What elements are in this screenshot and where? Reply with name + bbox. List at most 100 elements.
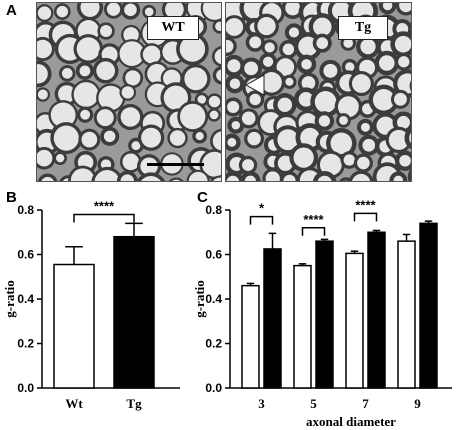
axon-core — [231, 120, 241, 130]
chart-b-significance-0 — [73, 213, 135, 223]
axon-core — [184, 67, 208, 91]
panel-letter-a: A — [6, 2, 17, 19]
axon-core — [121, 86, 134, 99]
chart-b-y-tick-label: 0.4 — [17, 292, 34, 306]
axon-core — [209, 110, 219, 120]
chart-b-category-label: Wt — [65, 396, 83, 411]
arrowhead-marker-icon — [244, 74, 265, 96]
axon-core — [122, 153, 140, 171]
axon-core — [265, 171, 280, 181]
chart-b-y-tick-label: 0.0 — [17, 381, 34, 395]
chart-b-y-tick-label: 0.8 — [17, 203, 34, 217]
axon-core — [378, 55, 395, 71]
chart-c-y-tick-label: 0.0 — [205, 381, 222, 395]
axon-core — [393, 175, 404, 181]
axon-core — [215, 21, 221, 32]
chart-b-y-axis-title: g-ratio — [2, 280, 17, 318]
axon-core — [330, 132, 353, 155]
axon-core — [227, 137, 237, 147]
axon-core — [227, 59, 241, 73]
axon-core — [264, 42, 275, 53]
chart-b-significance-0-label: **** — [94, 198, 115, 213]
axon-core — [351, 74, 371, 93]
axon-core — [100, 25, 113, 38]
axon-core — [331, 3, 351, 20]
micrograph-wt-label: WT — [147, 16, 199, 40]
axon-core — [37, 89, 48, 100]
chart-c-x-tick-label: 7 — [362, 396, 369, 411]
axon-core — [58, 85, 76, 103]
axon-core — [229, 78, 241, 90]
axon-core — [212, 177, 221, 181]
axon-core — [241, 111, 256, 126]
axon-core — [277, 97, 293, 113]
scale-bar — [147, 163, 204, 166]
axon-core — [394, 92, 407, 106]
panel-letter-b: B — [6, 189, 17, 206]
chart-c-significance-0-label: * — [259, 201, 265, 216]
axon-core — [285, 3, 301, 16]
axon-core — [197, 95, 207, 104]
axon-core — [169, 130, 186, 146]
chart-c-y-tick-label: 0.4 — [205, 292, 222, 306]
axon-core — [345, 62, 355, 72]
axon-core — [352, 173, 371, 181]
axon-core — [188, 171, 208, 181]
axon-core — [343, 38, 354, 48]
axon-core — [318, 115, 331, 127]
chart-c-significance-1-label: **** — [303, 212, 324, 227]
axon-core — [37, 149, 53, 167]
chart-c-x-tick-label: 9 — [414, 396, 421, 411]
axon-core — [301, 59, 312, 70]
axon-core — [298, 92, 314, 107]
axon-core — [141, 127, 162, 148]
axon-core — [323, 63, 338, 78]
axon-core — [50, 102, 76, 128]
axon-core — [396, 115, 410, 129]
axon-core — [81, 131, 98, 148]
panel-letter-c: C — [197, 189, 208, 206]
axon-core — [399, 154, 411, 167]
axon-core — [37, 6, 52, 20]
axon-core — [382, 3, 393, 11]
axon-core — [300, 127, 320, 148]
axon-core — [142, 45, 161, 64]
axon-core — [409, 132, 411, 144]
axon-core — [319, 153, 342, 176]
axon-core — [37, 39, 52, 59]
axon-core — [123, 27, 139, 43]
axon-core — [226, 175, 240, 181]
axon-core — [120, 174, 135, 181]
axon-core — [201, 151, 221, 177]
axon-core — [98, 85, 123, 111]
axon-core — [131, 141, 141, 151]
axon-core — [283, 174, 296, 181]
axon-core — [55, 153, 65, 163]
axon-core — [293, 147, 314, 168]
chart-c-significance-0 — [249, 215, 274, 225]
micrograph-wt: WT — [36, 2, 222, 182]
axon-core — [96, 61, 116, 81]
chart-c-x-axis-title: axonal diameter — [306, 414, 396, 429]
axon-core — [80, 109, 91, 120]
axon-core — [388, 129, 409, 150]
axon-core — [214, 48, 221, 65]
chart-c-y-axis-title: g-ratio — [192, 280, 207, 318]
chart-c-bar-open-3 — [241, 284, 260, 389]
myelinated-axon — [409, 80, 411, 92]
axon-core — [397, 73, 411, 94]
axon-core — [288, 27, 300, 38]
axon-core — [208, 95, 221, 108]
chart-c-bar-open-5 — [293, 264, 312, 389]
axon-core — [337, 96, 359, 118]
chart-c-y-tick-label: 0.6 — [205, 248, 222, 262]
axon-core — [212, 131, 221, 151]
axon-core — [282, 43, 295, 56]
axon-core — [317, 175, 332, 181]
chart-b-y-tick-label: 0.2 — [17, 337, 34, 351]
axon-core — [80, 3, 100, 17]
axon-core — [244, 61, 259, 76]
axon-core — [76, 37, 100, 61]
axon-core — [195, 132, 204, 141]
axon-core — [179, 36, 206, 62]
